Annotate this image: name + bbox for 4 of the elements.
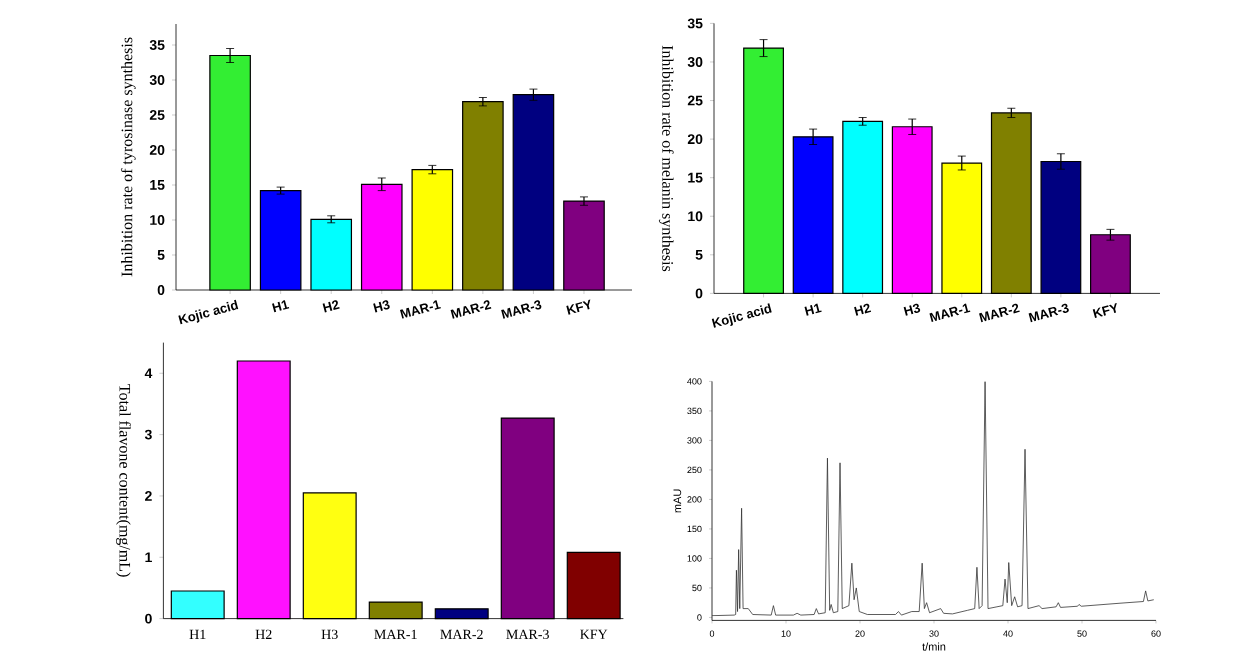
y-axis-title: Inhibition rate of tyrosinase synthesis xyxy=(120,37,136,277)
line-series xyxy=(712,381,1155,617)
y-axis-title: Inhibition rate of melanin synthesis xyxy=(658,45,674,272)
y-axis-title: Total flavone content(mg/mL) xyxy=(116,384,131,577)
